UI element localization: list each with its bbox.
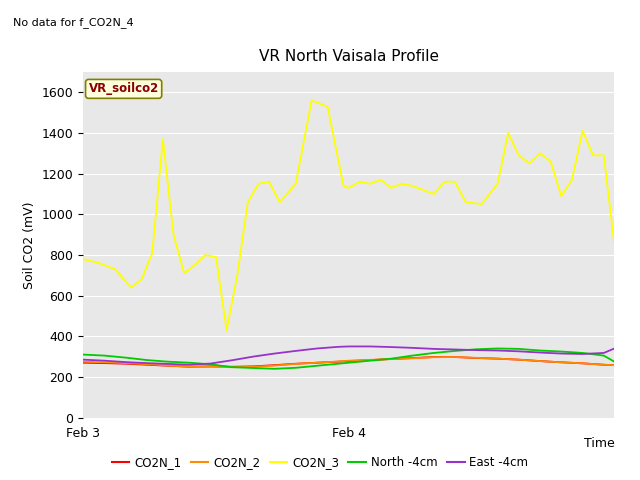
Legend: CO2N_1, CO2N_2, CO2N_3, North -4cm, East -4cm: CO2N_1, CO2N_2, CO2N_3, North -4cm, East… [107, 452, 533, 474]
Text: No data for f_CO2N_4: No data for f_CO2N_4 [13, 17, 133, 28]
Text: VR_soilco2: VR_soilco2 [88, 83, 159, 96]
Text: Time: Time [584, 437, 614, 450]
Y-axis label: Soil CO2 (mV): Soil CO2 (mV) [23, 201, 36, 288]
Title: VR North Vaisala Profile: VR North Vaisala Profile [259, 49, 439, 64]
